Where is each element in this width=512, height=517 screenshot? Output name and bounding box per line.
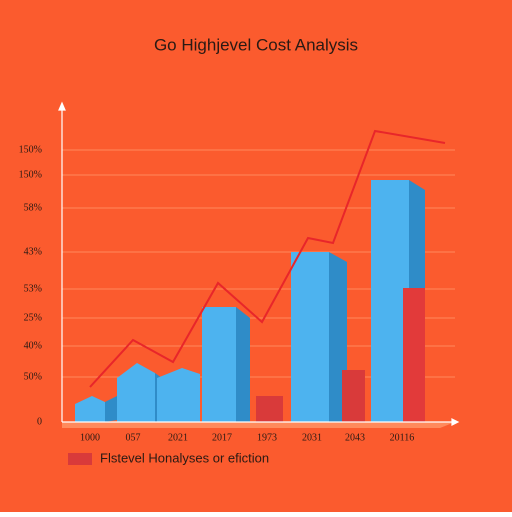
x-axis-label: 057 — [126, 432, 141, 443]
y-axis-labels: 150% 150% 58% 43% 53% 25% 40% 50% 0 — [19, 144, 42, 427]
legend-label: Flstevel Honalyses or efiction — [100, 450, 269, 465]
x-axis-label: 1000 — [80, 432, 100, 443]
y-axis-label: 43% — [24, 246, 42, 257]
bars — [62, 180, 455, 428]
y-axis-label: 150% — [19, 144, 42, 155]
x-axis-label: 2031 — [302, 432, 322, 443]
x-axis-label: 2017 — [212, 432, 232, 443]
y-axis-label: 150% — [19, 169, 42, 180]
y-axis-label: 40% — [24, 340, 42, 351]
x-axis-label: 20116 — [390, 432, 415, 443]
trend-line — [89, 129, 446, 388]
chart-title: Go Highjevel Cost Analysis — [154, 35, 358, 54]
x-axis-labels: 1000 057 2021 2017 1973 2031 2043 20116 — [80, 432, 414, 443]
x-axis-label: 2021 — [168, 432, 188, 443]
legend-swatch — [68, 453, 92, 465]
x-axis-label: 1973 — [257, 432, 277, 443]
y-axis-label: 50% — [24, 371, 42, 382]
y-axis-label: 0 — [37, 416, 42, 427]
x-axis-label: 2043 — [345, 432, 365, 443]
y-axis-label: 53% — [24, 283, 42, 294]
y-axis-label: 58% — [24, 202, 42, 213]
y-axis-label: 25% — [24, 312, 42, 323]
axes — [58, 101, 460, 426]
